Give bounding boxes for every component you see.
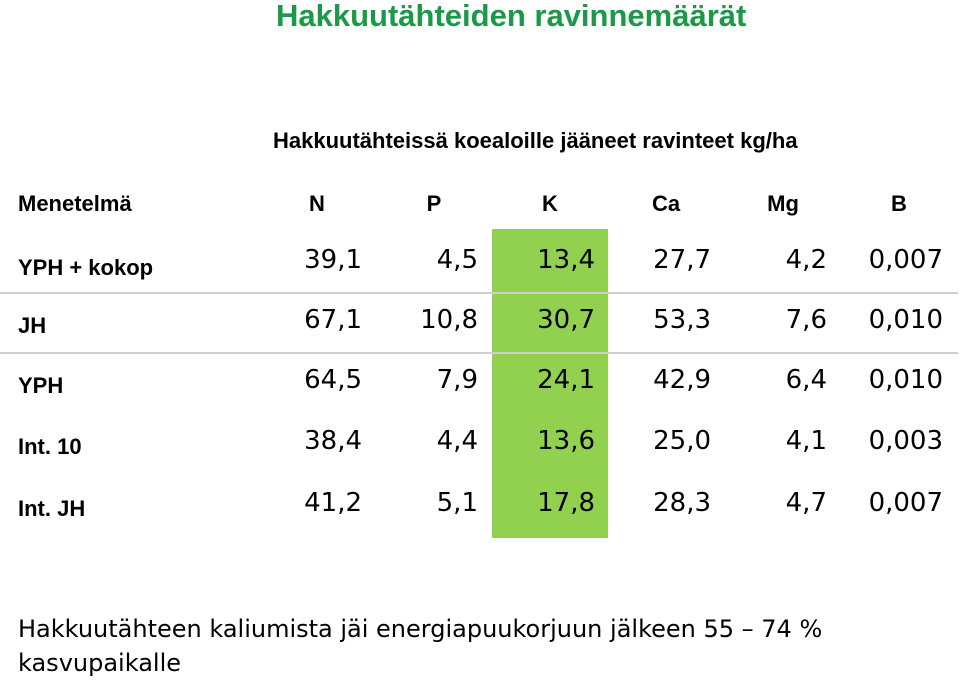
row-label: YPH + kokop <box>18 255 154 280</box>
row-label: Int. 10 <box>18 434 82 459</box>
table-cell-ca: 53,3 <box>653 305 711 335</box>
table-cell-b: 0,003 <box>868 426 943 456</box>
row-divider <box>0 352 958 354</box>
column-header-method: Menetelmä <box>18 191 132 216</box>
column-header-p: P <box>426 191 442 216</box>
column-header-k: K <box>542 191 558 216</box>
footnote: Hakkuutähteen kaliumista jäi energiapuuk… <box>18 615 823 677</box>
table-cell-k: 17,8 <box>537 488 595 518</box>
table-cell-n: 64,5 <box>304 365 362 395</box>
column-header-mg: Mg <box>767 191 799 216</box>
table-cell-k: 30,7 <box>537 305 595 335</box>
table-cell-mg: 7,6 <box>785 305 827 335</box>
table-cell-p: 5,1 <box>436 488 478 518</box>
table-cell-p: 4,4 <box>436 426 478 456</box>
table-cell-b: 0,007 <box>868 488 943 518</box>
row-label: YPH <box>18 373 64 398</box>
row-label: JH <box>18 313 47 338</box>
table-cell-b: 0,010 <box>868 365 943 395</box>
k-column-highlight <box>492 229 608 538</box>
table-cell-n: 67,1 <box>304 305 362 335</box>
column-header-n: N <box>309 191 325 216</box>
table-cell-k: 13,6 <box>537 426 595 456</box>
table-cell-p: 7,9 <box>436 365 478 395</box>
table-cell-mg: 4,2 <box>785 245 827 275</box>
table-cell-n: 39,1 <box>304 245 362 275</box>
table-cell-mg: 4,7 <box>785 488 827 518</box>
table-cell-ca: 42,9 <box>653 365 711 395</box>
table-cell-ca: 28,3 <box>653 488 711 518</box>
table-cell-b: 0,010 <box>868 305 943 335</box>
page-title: Hakkuutähteiden ravinnemäärät <box>276 0 747 33</box>
table-cell-k: 24,1 <box>537 365 595 395</box>
row-label: Int. JH <box>18 496 86 521</box>
table-cell-b: 0,007 <box>868 245 943 275</box>
table-cell-p: 4,5 <box>436 245 478 275</box>
column-header-b: B <box>891 191 907 216</box>
table-caption: Hakkuutähteissä koealoille jääneet ravin… <box>273 128 798 153</box>
table-cell-p: 10,8 <box>420 305 478 335</box>
table-cell-k: 13,4 <box>537 245 595 275</box>
table-cell-mg: 6,4 <box>785 365 827 395</box>
column-header-ca: Ca <box>651 191 681 216</box>
table-cell-n: 41,2 <box>304 488 362 518</box>
row-divider <box>0 292 958 294</box>
table-cell-ca: 27,7 <box>653 245 711 275</box>
table-cell-mg: 4,1 <box>785 426 827 456</box>
table-cell-ca: 25,0 <box>653 426 711 456</box>
table-cell-n: 38,4 <box>304 426 362 456</box>
